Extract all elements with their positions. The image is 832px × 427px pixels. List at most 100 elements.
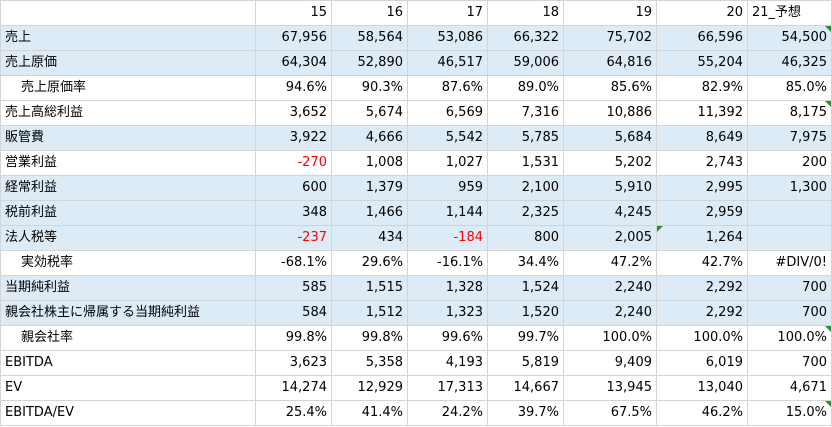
value-cell[interactable]: 90.3%	[331, 75, 408, 101]
value-cell[interactable]: 99.7%	[487, 325, 564, 351]
value-cell[interactable]: 67.5%	[563, 400, 657, 426]
value-cell[interactable]: 3,652	[255, 100, 332, 126]
value-cell[interactable]: 2,240	[563, 300, 657, 326]
value-cell[interactable]: 11,392	[656, 100, 748, 126]
value-cell[interactable]: 1,515	[331, 275, 408, 301]
value-cell[interactable]: 67,956	[255, 25, 332, 51]
value-cell[interactable]: 58,564	[331, 25, 408, 51]
value-cell[interactable]: 99.6%	[407, 325, 488, 351]
value-cell[interactable]: 7,316	[487, 100, 564, 126]
value-cell[interactable]: 700	[747, 350, 832, 376]
value-cell[interactable]: -68.1%	[255, 250, 332, 276]
value-cell[interactable]: 39.7%	[487, 400, 564, 426]
value-cell[interactable]: 700	[747, 275, 832, 301]
value-cell[interactable]: 5,674	[331, 100, 408, 126]
value-cell[interactable]: 64,304	[255, 50, 332, 76]
value-cell[interactable]: 85.6%	[563, 75, 657, 101]
value-cell[interactable]: 34.4%	[487, 250, 564, 276]
value-cell[interactable]: 47.2%	[563, 250, 657, 276]
value-cell[interactable]: 46,325	[747, 50, 832, 76]
value-cell[interactable]: 2,959	[656, 200, 748, 226]
row-label-cell[interactable]: EBITDA	[0, 350, 256, 376]
value-cell[interactable]: 5,819	[487, 350, 564, 376]
value-cell[interactable]: 584	[255, 300, 332, 326]
row-label-cell[interactable]: 販管費	[0, 125, 256, 151]
value-cell[interactable]: 52,890	[331, 50, 408, 76]
year-header-cell[interactable]: 15	[255, 0, 332, 26]
value-cell[interactable]: 348	[255, 200, 332, 226]
value-cell[interactable]: 54,500	[747, 25, 832, 51]
value-cell[interactable]: 2,292	[656, 275, 748, 301]
value-cell[interactable]: 8,175	[747, 100, 832, 126]
value-cell[interactable]: 100.0%	[563, 325, 657, 351]
value-cell[interactable]: 66,322	[487, 25, 564, 51]
value-cell[interactable]: 2,240	[563, 275, 657, 301]
value-cell[interactable]: 94.6%	[255, 75, 332, 101]
value-cell[interactable]: 7,975	[747, 125, 832, 151]
value-cell[interactable]: 5,910	[563, 175, 657, 201]
row-label-cell[interactable]: EV	[0, 375, 256, 401]
value-cell[interactable]: 800	[487, 225, 564, 251]
row-label-cell[interactable]: 売上原価率	[0, 75, 256, 101]
value-cell[interactable]: 59,006	[487, 50, 564, 76]
year-header-cell[interactable]: 18	[487, 0, 564, 26]
year-header-cell[interactable]: 19	[563, 0, 657, 26]
value-cell[interactable]: 4,671	[747, 375, 832, 401]
value-cell[interactable]: 99.8%	[255, 325, 332, 351]
value-cell[interactable]: 5,785	[487, 125, 564, 151]
value-cell[interactable]: 200	[747, 150, 832, 176]
value-cell[interactable]: 14,274	[255, 375, 332, 401]
row-label-cell[interactable]: 法人税等	[0, 225, 256, 251]
value-cell[interactable]: 1,379	[331, 175, 408, 201]
value-cell[interactable]: 8,649	[656, 125, 748, 151]
row-label-cell[interactable]: 親会社率	[0, 325, 256, 351]
value-cell[interactable]: 600	[255, 175, 332, 201]
row-label-cell[interactable]: 当期純利益	[0, 275, 256, 301]
value-cell[interactable]: 100.0%	[747, 325, 832, 351]
value-cell[interactable]: 2,005	[563, 225, 657, 251]
value-cell[interactable]: 24.2%	[407, 400, 488, 426]
value-cell[interactable]: 2,292	[656, 300, 748, 326]
value-cell[interactable]: 29.6%	[331, 250, 408, 276]
row-label-cell[interactable]: 親会社株主に帰属する当期純利益	[0, 300, 256, 326]
row-label-cell[interactable]: 売上高総利益	[0, 100, 256, 126]
row-label-cell[interactable]: EBITDA/EV	[0, 400, 256, 426]
value-cell[interactable]	[747, 225, 832, 251]
value-cell[interactable]: 41.4%	[331, 400, 408, 426]
value-cell[interactable]: 66,596	[656, 25, 748, 51]
value-cell[interactable]: 13,945	[563, 375, 657, 401]
value-cell[interactable]: 25.4%	[255, 400, 332, 426]
value-cell[interactable]: 5,542	[407, 125, 488, 151]
year-header-cell[interactable]: 16	[331, 0, 408, 26]
value-cell[interactable]: 12,929	[331, 375, 408, 401]
year-header-cell[interactable]: 21_予想	[747, 0, 832, 26]
row-label-cell[interactable]: 税前利益	[0, 200, 256, 226]
value-cell[interactable]: 4,666	[331, 125, 408, 151]
value-cell[interactable]: 1,300	[747, 175, 832, 201]
value-cell[interactable]: -184	[407, 225, 488, 251]
value-cell[interactable]: 14,667	[487, 375, 564, 401]
value-cell[interactable]: 85.0%	[747, 75, 832, 101]
value-cell[interactable]: 75,702	[563, 25, 657, 51]
value-cell[interactable]: 10,886	[563, 100, 657, 126]
value-cell[interactable]: 1,524	[487, 275, 564, 301]
value-cell[interactable]: -270	[255, 150, 332, 176]
value-cell[interactable]: 2,325	[487, 200, 564, 226]
value-cell[interactable]: 100.0%	[656, 325, 748, 351]
value-cell[interactable]: 2,100	[487, 175, 564, 201]
value-cell[interactable]: 1,466	[331, 200, 408, 226]
row-label-cell[interactable]: 実効税率	[0, 250, 256, 276]
value-cell[interactable]: 82.9%	[656, 75, 748, 101]
value-cell[interactable]: 1,512	[331, 300, 408, 326]
value-cell[interactable]: 6,569	[407, 100, 488, 126]
value-cell[interactable]: 46,517	[407, 50, 488, 76]
value-cell[interactable]: 55,204	[656, 50, 748, 76]
value-cell[interactable]: 1,027	[407, 150, 488, 176]
value-cell[interactable]: 2,743	[656, 150, 748, 176]
value-cell[interactable]: -237	[255, 225, 332, 251]
year-header-cell[interactable]: 17	[407, 0, 488, 26]
value-cell[interactable]: 1,323	[407, 300, 488, 326]
value-cell[interactable]: 87.6%	[407, 75, 488, 101]
value-cell[interactable]: #DIV/0!	[747, 250, 832, 276]
row-label-cell[interactable]: 売上	[0, 25, 256, 51]
